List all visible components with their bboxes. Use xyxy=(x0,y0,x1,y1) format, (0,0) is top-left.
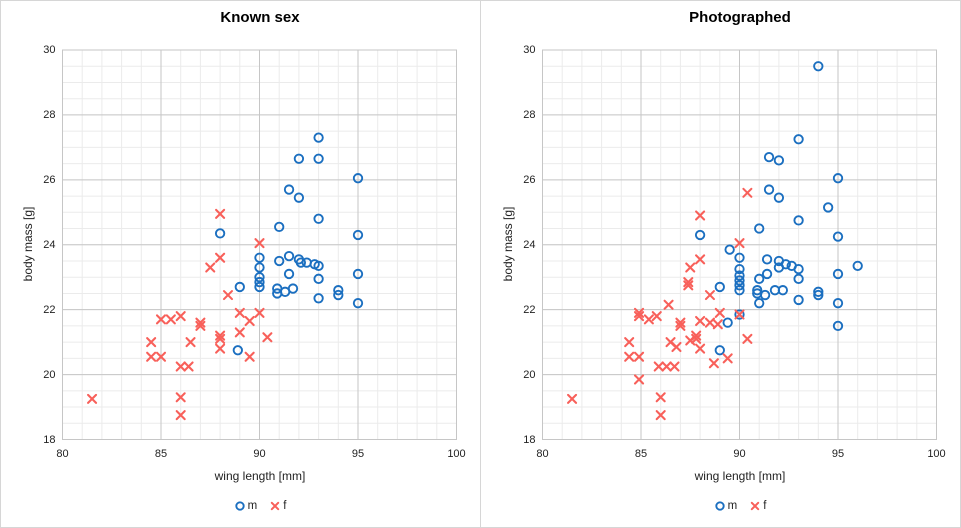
chart-title: Photographed xyxy=(689,9,791,26)
x-tick-label: 100 xyxy=(447,447,466,460)
y-tick-label: 24 xyxy=(523,238,536,251)
scatter-plot-known-sex xyxy=(62,49,457,440)
scatter-plot-photographed xyxy=(542,49,937,440)
y-tick-label: 26 xyxy=(43,173,56,186)
legend-label-m: m xyxy=(727,500,738,512)
legend-item-m: m xyxy=(714,500,738,512)
y-tick-label: 30 xyxy=(43,44,56,56)
x-axis-title: wing length [mm] xyxy=(214,469,306,483)
legend-item-f: f xyxy=(749,500,766,512)
y-tick-label: 22 xyxy=(523,303,536,316)
x-marker-icon xyxy=(750,501,760,511)
y-tick-label: 20 xyxy=(43,368,56,381)
y-tick-label: 28 xyxy=(523,108,536,121)
y-tick-label: 26 xyxy=(523,173,536,186)
y-tick-label: 24 xyxy=(43,238,56,251)
legend-item-f: f xyxy=(269,500,286,512)
y-tick-label: 28 xyxy=(43,108,56,121)
x-marker-icon xyxy=(270,501,280,511)
legend: m f xyxy=(543,500,937,512)
x-tick-label: 80 xyxy=(56,447,69,460)
x-tick-label: 90 xyxy=(253,447,266,460)
y-tick-label: 18 xyxy=(43,433,56,446)
y-tick-label: 18 xyxy=(523,433,536,446)
x-tick-label: 95 xyxy=(351,447,365,460)
chart-panel-photographed: Photographed body mass [g] wing length [… xyxy=(481,1,960,527)
chart-title: Known sex xyxy=(220,9,300,26)
chart-panel-known-sex: Known sex body mass [g] wing length [mm]… xyxy=(1,1,481,527)
legend-label-m: m xyxy=(247,500,258,512)
circle-marker-icon xyxy=(714,501,725,511)
legend-label-f: f xyxy=(283,500,287,512)
legend-label-f: f xyxy=(763,500,767,512)
legend-item-m: m xyxy=(234,500,258,512)
y-tick-label: 20 xyxy=(523,368,536,381)
legend: m f xyxy=(63,500,457,512)
x-tick-label: 80 xyxy=(536,447,549,460)
y-tick-label: 22 xyxy=(43,303,56,316)
circle-marker-icon xyxy=(234,501,245,511)
x-tick-label: 90 xyxy=(733,447,746,460)
x-axis-title: wing length [mm] xyxy=(694,469,786,483)
x-tick-label: 100 xyxy=(927,447,946,460)
x-tick-label: 85 xyxy=(634,447,648,460)
x-tick-label: 95 xyxy=(831,447,845,460)
x-tick-label: 85 xyxy=(154,447,168,460)
y-tick-label: 30 xyxy=(523,44,536,56)
